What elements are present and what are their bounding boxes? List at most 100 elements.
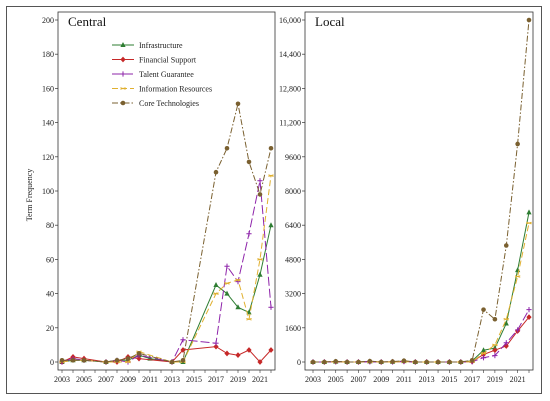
- data-point: [180, 357, 186, 363]
- data-point: [246, 317, 252, 321]
- data-point: [492, 352, 498, 359]
- data-point: [481, 307, 486, 312]
- x-tick-label: 2019: [487, 375, 503, 384]
- data-point: [526, 314, 532, 321]
- data-point: [413, 359, 418, 365]
- data-point: [526, 221, 532, 225]
- panel-border: [304, 11, 534, 371]
- data-point: [268, 145, 274, 151]
- data-point: [333, 359, 339, 364]
- data-point: [435, 359, 441, 365]
- y-tick-label: 100: [42, 187, 54, 196]
- data-point: [469, 357, 475, 363]
- data-point: [514, 275, 521, 278]
- data-point: [492, 347, 498, 354]
- x-tick-label: 2003: [305, 375, 321, 384]
- data-point: [515, 327, 521, 333]
- series-line: [313, 212, 530, 363]
- y-tick-label: 80: [46, 221, 54, 230]
- data-point: [235, 101, 241, 107]
- data-point: [224, 282, 230, 285]
- data-point: [246, 347, 252, 353]
- data-point: [480, 347, 487, 353]
- data-point: [268, 222, 274, 228]
- figure-frame: [6, 6, 542, 394]
- x-tick-label: 2005: [328, 375, 344, 384]
- data-point: [344, 359, 350, 365]
- data-point: [503, 340, 509, 346]
- data-point: [257, 258, 263, 261]
- series-line: [61, 225, 272, 363]
- x-tick-label: 2011: [142, 375, 158, 384]
- x-tick-label: 2015: [441, 375, 457, 384]
- data-point: [235, 278, 241, 282]
- series-core-technologies: [59, 101, 274, 365]
- data-point: [235, 352, 241, 359]
- y-tick-label: 1600: [285, 324, 301, 333]
- series-line: [313, 309, 530, 363]
- data-point: [322, 359, 327, 365]
- series-line: [62, 103, 272, 363]
- x-tick-label: 2003: [54, 375, 70, 384]
- y-tick-label: 9600: [285, 153, 301, 162]
- y-tick-label: 11,200: [279, 119, 301, 128]
- panel-border: [57, 11, 276, 371]
- y-tick-label: 40: [46, 290, 54, 299]
- x-tick-label: 2019: [230, 375, 246, 384]
- data-point: [103, 359, 109, 365]
- y-tick-label: 200: [42, 16, 54, 25]
- data-point: [268, 174, 274, 177]
- data-point: [480, 355, 487, 361]
- y-tick-label: 160: [42, 84, 54, 93]
- y-tick-label: 8000: [285, 187, 301, 196]
- panel-title: Central: [68, 14, 107, 29]
- y-tick-label: 14,400: [279, 50, 301, 59]
- data-point: [257, 192, 263, 197]
- x-tick-label: 2013: [164, 375, 180, 384]
- legend: Infrastructure Financial Support Talent Gu…: [112, 41, 212, 108]
- x-tick-label: 2009: [120, 375, 136, 384]
- data-point: [257, 178, 263, 184]
- y-axis-label: Term Frequency: [25, 169, 34, 222]
- legend-marker: [120, 100, 126, 106]
- data-point: [224, 145, 230, 151]
- series-core-technologies: [310, 17, 532, 365]
- data-point: [268, 347, 274, 353]
- data-point: [213, 340, 219, 346]
- data-point: [492, 343, 498, 347]
- y-tick-label: 180: [42, 50, 54, 59]
- series-information-resources: [310, 221, 532, 364]
- data-point: [310, 359, 316, 365]
- x-tick-label: 2007: [350, 375, 366, 384]
- series-talent-guarantee: [310, 307, 532, 365]
- panel-1: 0 1600 3200 4800 6400 8000 9600 11,200 12,800 14,…: [279, 11, 534, 384]
- data-point: [213, 169, 219, 175]
- data-point: [503, 320, 509, 326]
- y-tick-label: 3200: [285, 290, 301, 299]
- y-tick-label: 16,000: [279, 16, 301, 25]
- data-point: [268, 304, 274, 310]
- series-line: [313, 19, 530, 363]
- data-point: [526, 307, 532, 313]
- data-point: [503, 317, 510, 321]
- data-point: [458, 359, 464, 365]
- x-tick-label: 2021: [252, 375, 268, 384]
- y-tick-label: 140: [42, 119, 54, 128]
- y-tick-label: 120: [42, 153, 54, 162]
- x-tick-label: 2009: [373, 375, 389, 384]
- data-point: [503, 343, 509, 349]
- data-point: [70, 357, 76, 363]
- y-tick-label: 0: [297, 358, 301, 367]
- series-line: [61, 180, 272, 363]
- data-point: [257, 359, 263, 365]
- y-tick-label: 60: [46, 255, 54, 264]
- data-point: [169, 359, 175, 365]
- x-tick-label: 2005: [76, 375, 92, 384]
- data-point: [378, 359, 384, 365]
- y-tick-label: 20: [46, 324, 54, 333]
- panel-0: 0 20 40 60 80 100 120 140 160 180 200 2003 2005 2007 2…: [25, 11, 276, 384]
- data-point: [526, 17, 532, 23]
- series-talent-guarantee: [59, 178, 274, 365]
- series-line: [61, 175, 272, 363]
- data-point: [114, 357, 120, 363]
